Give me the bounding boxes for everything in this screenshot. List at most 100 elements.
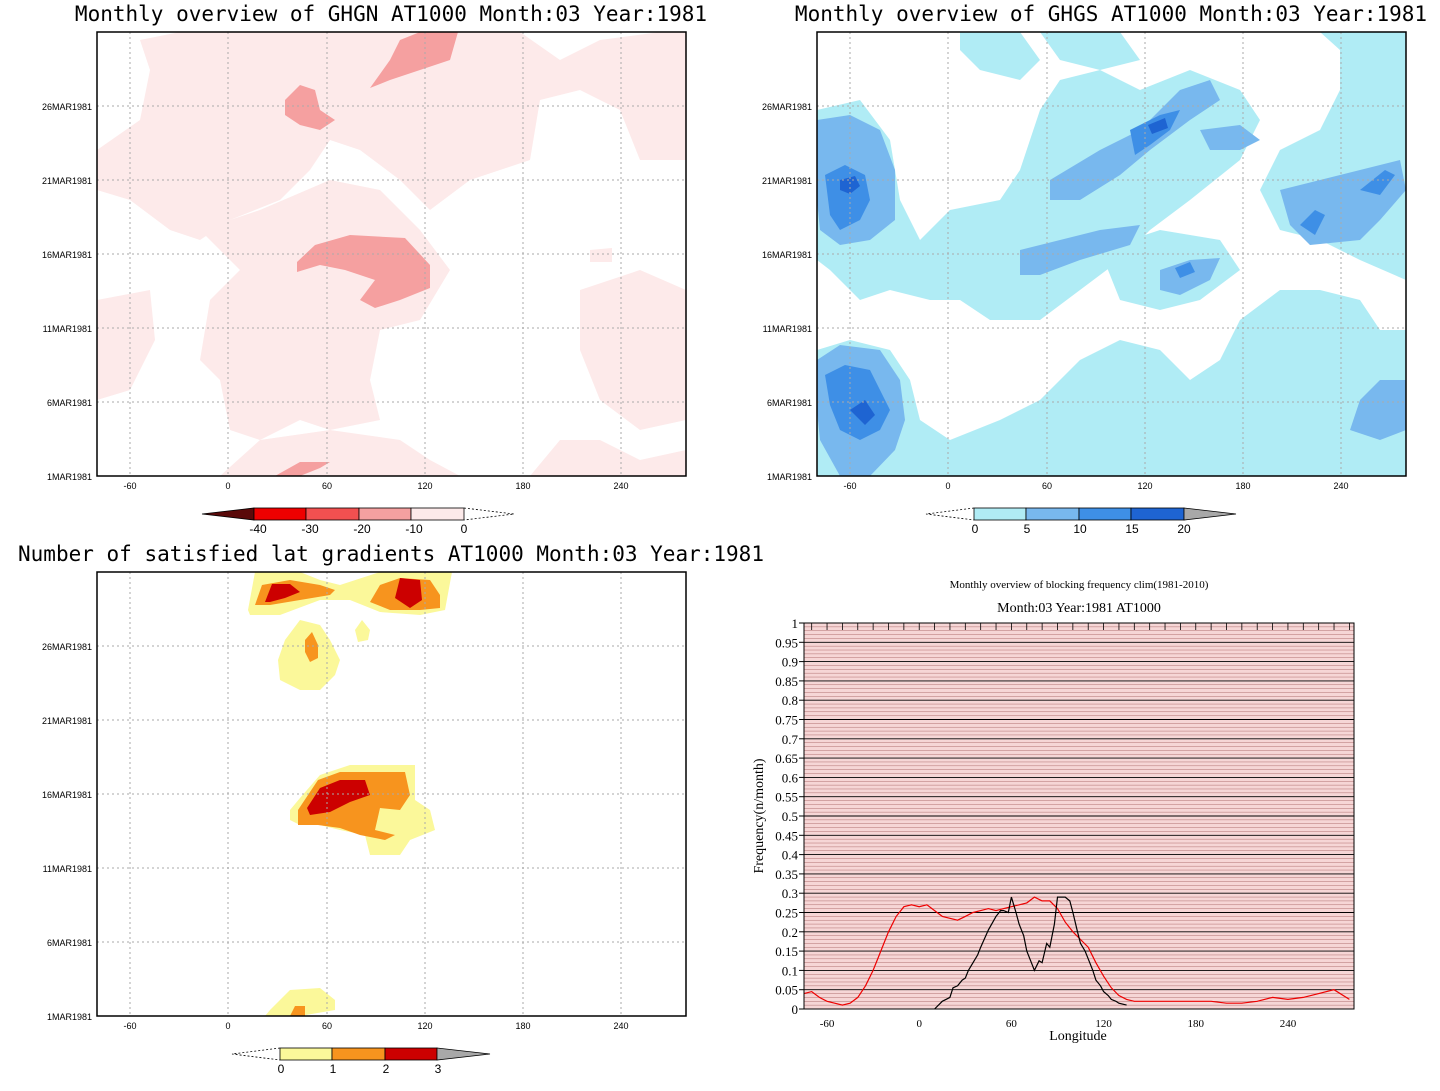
y-tick: 16MAR1981 — [42, 250, 92, 260]
ghgs-x-ticks: -60 0 60 120 180 240 — [843, 481, 1348, 491]
frequency-panel: Monthly overview of blocking frequency c… — [720, 540, 1440, 1091]
y-tick-label: 0.65 — [775, 751, 798, 766]
y-tick: 1MAR1981 — [47, 1012, 92, 1022]
x-tick-label: 60 — [1006, 1018, 1018, 1030]
ghgs-level-4 — [840, 118, 1168, 425]
y-tick-label: 0.3 — [782, 886, 798, 901]
lat-gradients-plot: -60 0 60 120 180 240 1MAR1981 6MAR1981 1… — [42, 571, 687, 1076]
y-tick: 16MAR1981 — [42, 790, 92, 800]
colorbar-label: 15 — [1125, 522, 1139, 536]
ghgn-level-light — [97, 32, 686, 476]
x-tick: 0 — [945, 481, 950, 491]
colorbar-swatch — [305, 507, 360, 521]
frequency-xlabel: Longitude — [1049, 1029, 1107, 1044]
colorbar-swatch — [384, 1047, 438, 1061]
y-tick-label: 0.85 — [775, 674, 798, 689]
y-tick: 11MAR1981 — [43, 864, 92, 874]
y-tick: 16MAR1981 — [762, 250, 812, 260]
x-tick: 120 — [417, 1021, 432, 1031]
colorbar-label: -10 — [405, 522, 423, 536]
ghgs-plot: -60 0 60 120 180 240 1MAR1981 6MAR1981 1… — [762, 31, 1407, 536]
y-tick: 21MAR1981 — [42, 176, 92, 186]
ghgn-panel: Monthly overview of GHGN AT1000 Month:03… — [0, 0, 720, 540]
x-tick: 180 — [515, 481, 530, 491]
lat-y-ticks: 1MAR1981 6MAR1981 11MAR1981 16MAR1981 21… — [42, 642, 92, 1022]
colorbar-label: 1 — [330, 1062, 337, 1076]
x-tick: -60 — [123, 1021, 136, 1031]
colorbar-swatch — [1025, 507, 1080, 521]
x-tick: 240 — [1333, 481, 1348, 491]
y-tick-label: 0.75 — [775, 713, 798, 728]
ghgn-plot: -60 0 60 120 180 240 1MAR1981 6MAR1981 1… — [42, 31, 687, 536]
ghgs-y-ticks: 1MAR1981 6MAR1981 11MAR1981 16MAR1981 21… — [762, 102, 812, 482]
y-tick-label: 0.95 — [775, 635, 798, 650]
ghgs-grid — [817, 32, 1406, 476]
frequency-series — [803, 896, 1350, 1010]
x-tick: -60 — [123, 481, 136, 491]
ghgs-panel: Monthly overview of GHGS AT1000 Month:03… — [720, 0, 1440, 540]
x-tick: 60 — [1042, 481, 1052, 491]
y-tick-label: 0.2 — [782, 925, 798, 940]
colorbar-swatch — [279, 1047, 333, 1061]
colorbar-label: 0 — [461, 522, 468, 536]
y-tick: 11MAR1981 — [763, 324, 812, 334]
frequency-plot: Monthly overview of blocking frequency c… — [752, 579, 1355, 1044]
colorbar-label: 0 — [278, 1062, 285, 1076]
y-tick-label: 0.05 — [775, 983, 798, 998]
ghgn-y-ticks: 1MAR1981 6MAR1981 11MAR1981 16MAR1981 21… — [42, 102, 92, 482]
y-tick-label: 0.1 — [782, 963, 798, 978]
y-tick-label: 0.8 — [782, 693, 798, 708]
colorbar-swatch — [253, 507, 307, 521]
y-tick-label: 0.6 — [782, 770, 799, 785]
y-tick: 21MAR1981 — [762, 176, 812, 186]
lat-level-3 — [265, 578, 422, 815]
y-tick: 6MAR1981 — [47, 398, 92, 408]
x-tick: 240 — [613, 481, 628, 491]
y-tick: 1MAR1981 — [767, 472, 812, 482]
x-tick: 180 — [515, 1021, 530, 1031]
colorbar-swatch — [331, 1047, 386, 1061]
x-tick-label: -60 — [820, 1018, 835, 1030]
colorbar-swatch — [1183, 507, 1237, 521]
y-tick-label: 0.5 — [782, 809, 798, 824]
colorbar-swatch — [973, 507, 1027, 521]
colorbar-label: 10 — [1073, 522, 1087, 536]
y-tick-label: 0.4 — [782, 848, 799, 863]
x-tick: 120 — [417, 481, 432, 491]
colorbar-label: 20 — [1177, 522, 1191, 536]
y-tick: 26MAR1981 — [42, 642, 92, 652]
y-tick: 6MAR1981 — [47, 938, 92, 948]
x-tick: 120 — [1137, 481, 1152, 491]
y-tick-label: 0 — [792, 1002, 799, 1017]
frequency-title: Monthly overview of blocking frequency c… — [950, 579, 1209, 591]
colorbar-label: 5 — [1024, 522, 1031, 536]
x-tick-label: 180 — [1188, 1018, 1205, 1030]
x-tick-label: 120 — [1095, 1018, 1112, 1030]
colorbar-label: -30 — [301, 522, 319, 536]
colorbar-label: 3 — [435, 1062, 442, 1076]
ghgn-x-ticks: -60 0 60 120 180 240 — [123, 481, 628, 491]
y-tick: 1MAR1981 — [47, 472, 92, 482]
colorbar-label: 0 — [972, 522, 979, 536]
y-tick-label: 0.45 — [775, 828, 798, 843]
ghgn-grid — [97, 32, 686, 476]
y-tick-label: 0.35 — [775, 867, 798, 882]
colorbar-swatch — [1130, 507, 1185, 521]
y-tick-label: 1 — [792, 616, 799, 631]
x-tick: -60 — [843, 481, 856, 491]
ghgn-colorbar: -40 -30 -20 -10 0 — [201, 507, 515, 536]
ghgs-title: Monthly overview of GHGS AT1000 Month:03… — [794, 2, 1428, 26]
lat-colorbar: 0 1 2 3 — [231, 1047, 491, 1076]
ghgn-level-medium — [275, 32, 458, 476]
y-tick-label: 0.9 — [782, 655, 798, 670]
x-tick: 240 — [613, 1021, 628, 1031]
lat-gradients-panel: Number of satisfied lat gradients AT1000… — [0, 540, 764, 1091]
colorbar-swatch — [358, 507, 412, 521]
colorbar-label: -20 — [353, 522, 371, 536]
x-tick: 0 — [225, 481, 230, 491]
x-tick-label: 240 — [1280, 1018, 1297, 1030]
colorbar-swatch — [436, 1047, 491, 1061]
ghgs-colorbar: 0 5 10 15 20 — [925, 507, 1237, 536]
y-tick-label: 0.7 — [782, 732, 799, 747]
lat-grid — [97, 572, 686, 1016]
